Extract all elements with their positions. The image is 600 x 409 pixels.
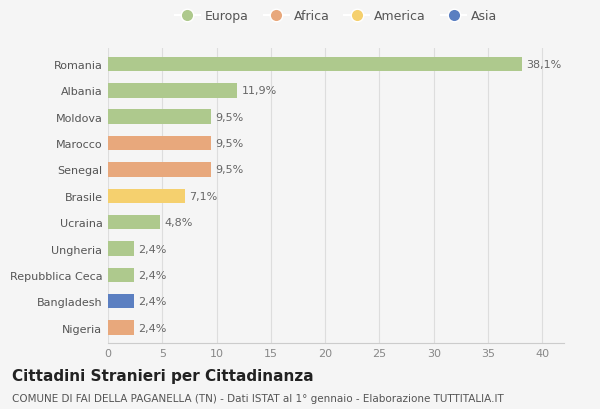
Bar <box>108 321 134 335</box>
Bar <box>108 58 521 72</box>
Text: 9,5%: 9,5% <box>215 139 244 149</box>
Text: 2,4%: 2,4% <box>139 244 167 254</box>
Text: 7,1%: 7,1% <box>190 191 218 201</box>
Bar <box>108 216 160 230</box>
Bar <box>108 294 134 309</box>
Text: 11,9%: 11,9% <box>242 86 277 96</box>
Bar <box>108 110 211 125</box>
Legend: Europa, Africa, America, Asia: Europa, Africa, America, Asia <box>170 5 502 28</box>
Text: COMUNE DI FAI DELLA PAGANELLA (TN) - Dati ISTAT al 1° gennaio - Elaborazione TUT: COMUNE DI FAI DELLA PAGANELLA (TN) - Dat… <box>12 393 504 402</box>
Text: 38,1%: 38,1% <box>526 60 561 70</box>
Bar <box>108 163 211 177</box>
Bar <box>108 268 134 283</box>
Bar <box>108 84 237 99</box>
Bar <box>108 137 211 151</box>
Text: 2,4%: 2,4% <box>139 270 167 280</box>
Text: 2,4%: 2,4% <box>139 297 167 306</box>
Text: 4,8%: 4,8% <box>164 218 193 227</box>
Text: 9,5%: 9,5% <box>215 112 244 122</box>
Text: 9,5%: 9,5% <box>215 165 244 175</box>
Text: 2,4%: 2,4% <box>139 323 167 333</box>
Bar <box>108 189 185 204</box>
Text: Cittadini Stranieri per Cittadinanza: Cittadini Stranieri per Cittadinanza <box>12 368 314 383</box>
Bar <box>108 242 134 256</box>
